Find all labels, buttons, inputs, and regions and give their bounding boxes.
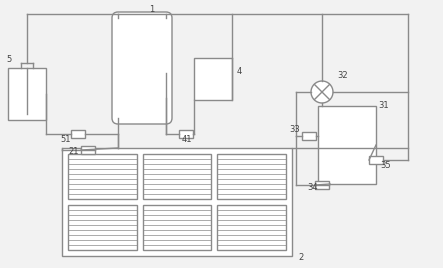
Text: 51: 51 <box>60 136 70 144</box>
Bar <box>318 106 376 184</box>
Circle shape <box>311 81 333 103</box>
Bar <box>218 154 286 199</box>
Text: 2: 2 <box>298 254 303 262</box>
Bar <box>143 154 211 199</box>
Bar <box>302 132 316 140</box>
Bar <box>179 130 193 138</box>
Text: 21: 21 <box>68 147 78 157</box>
Bar <box>315 181 329 189</box>
Bar <box>68 205 137 250</box>
Bar <box>194 58 232 100</box>
Text: 1: 1 <box>149 6 155 14</box>
Bar <box>369 156 383 164</box>
Text: 5: 5 <box>6 55 11 65</box>
Bar <box>8 68 46 120</box>
Text: 34: 34 <box>307 184 318 192</box>
Bar <box>218 205 286 250</box>
Text: 41: 41 <box>182 136 193 144</box>
Text: 4: 4 <box>237 68 242 76</box>
Text: 33: 33 <box>289 125 300 135</box>
Bar <box>143 205 211 250</box>
Bar <box>68 154 137 199</box>
Text: 31: 31 <box>378 102 389 110</box>
Text: 35: 35 <box>380 162 391 170</box>
Bar <box>81 146 95 154</box>
Text: 32: 32 <box>337 72 348 80</box>
FancyBboxPatch shape <box>112 12 172 124</box>
Bar <box>71 130 85 138</box>
Bar <box>62 148 292 256</box>
